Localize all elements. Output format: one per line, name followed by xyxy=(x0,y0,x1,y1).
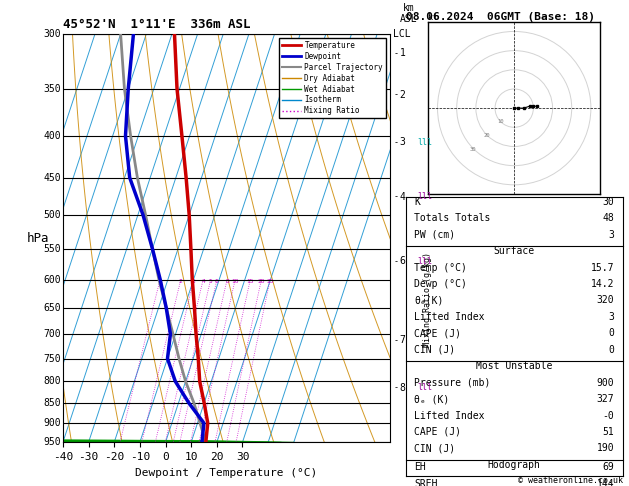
Text: 08.06.2024  06GMT (Base: 18): 08.06.2024 06GMT (Base: 18) xyxy=(406,12,594,22)
Text: Surface: Surface xyxy=(494,246,535,256)
Text: 45°52'N  1°11'E  336m ASL: 45°52'N 1°11'E 336m ASL xyxy=(63,18,250,32)
Text: 144: 144 xyxy=(596,479,614,486)
Text: 0: 0 xyxy=(608,329,614,338)
Text: 10: 10 xyxy=(231,279,239,284)
Text: 700: 700 xyxy=(43,329,61,339)
Text: 800: 800 xyxy=(43,376,61,386)
Text: Hodograph: Hodograph xyxy=(487,460,541,470)
Text: -: - xyxy=(393,49,398,58)
Text: Most Unstable: Most Unstable xyxy=(476,361,552,371)
Text: θₑ(K): θₑ(K) xyxy=(415,295,444,306)
Text: 15.7: 15.7 xyxy=(591,262,614,273)
Text: 3: 3 xyxy=(608,230,614,240)
Text: 6: 6 xyxy=(215,279,219,284)
Text: 327: 327 xyxy=(596,394,614,404)
Text: -: - xyxy=(393,90,398,99)
Text: 25: 25 xyxy=(267,279,274,284)
Legend: Temperature, Dewpoint, Parcel Trajectory, Dry Adiabat, Wet Adiabat, Isotherm, Mi: Temperature, Dewpoint, Parcel Trajectory… xyxy=(279,38,386,119)
Text: kt: kt xyxy=(428,13,438,22)
Text: 450: 450 xyxy=(43,173,61,183)
Text: -: - xyxy=(393,257,398,266)
Text: 300: 300 xyxy=(43,29,61,39)
Text: Mixing Ratio (g/kg): Mixing Ratio (g/kg) xyxy=(423,252,432,347)
Text: 750: 750 xyxy=(43,353,61,364)
Text: hPa: hPa xyxy=(27,232,50,244)
Text: Dewp (°C): Dewp (°C) xyxy=(415,279,467,289)
Text: 900: 900 xyxy=(43,418,61,428)
Text: km
ASL: km ASL xyxy=(400,3,418,24)
Text: 4: 4 xyxy=(399,192,405,202)
Text: © weatheronline.co.uk: © weatheronline.co.uk xyxy=(518,476,623,485)
Text: K: K xyxy=(415,197,420,207)
Text: 650: 650 xyxy=(43,303,61,313)
Text: 0: 0 xyxy=(608,345,614,355)
Text: Totals Totals: Totals Totals xyxy=(415,213,491,223)
Text: Pressure (mb): Pressure (mb) xyxy=(415,378,491,388)
Text: 30: 30 xyxy=(603,197,614,207)
Text: SREH: SREH xyxy=(415,479,438,486)
Text: 15: 15 xyxy=(247,279,254,284)
Text: CIN (J): CIN (J) xyxy=(415,345,455,355)
Text: 3: 3 xyxy=(192,279,196,284)
Text: -0: -0 xyxy=(603,411,614,420)
Text: Lifted Index: Lifted Index xyxy=(415,312,485,322)
Text: 900: 900 xyxy=(596,378,614,388)
Text: 4: 4 xyxy=(201,279,205,284)
Text: 350: 350 xyxy=(43,84,61,94)
Text: lll: lll xyxy=(417,257,432,266)
Text: 600: 600 xyxy=(43,275,61,284)
Text: Temp (°C): Temp (°C) xyxy=(415,262,467,273)
Text: -: - xyxy=(393,192,398,201)
Text: 3: 3 xyxy=(399,137,405,147)
Text: lll: lll xyxy=(417,192,432,201)
Text: -: - xyxy=(393,383,398,392)
X-axis label: Dewpoint / Temperature (°C): Dewpoint / Temperature (°C) xyxy=(135,468,318,478)
Text: 69: 69 xyxy=(603,462,614,472)
Text: EH: EH xyxy=(415,462,426,472)
Text: 2: 2 xyxy=(399,90,405,100)
Text: 7: 7 xyxy=(399,335,405,346)
Text: 400: 400 xyxy=(43,131,61,141)
Text: 1: 1 xyxy=(158,279,162,284)
Text: 30: 30 xyxy=(470,147,476,152)
Text: 500: 500 xyxy=(43,210,61,220)
Text: 950: 950 xyxy=(43,437,61,447)
Text: LCL: LCL xyxy=(393,29,411,39)
Text: 550: 550 xyxy=(43,243,61,254)
Text: CAPE (J): CAPE (J) xyxy=(415,427,462,437)
Text: 6: 6 xyxy=(399,256,405,266)
Text: 8: 8 xyxy=(399,382,405,393)
Text: PW (cm): PW (cm) xyxy=(415,230,455,240)
Text: 8: 8 xyxy=(225,279,229,284)
Text: θₑ (K): θₑ (K) xyxy=(415,394,450,404)
Text: CIN (J): CIN (J) xyxy=(415,443,455,453)
Text: lll: lll xyxy=(417,383,432,392)
Text: Lifted Index: Lifted Index xyxy=(415,411,485,420)
Text: 3: 3 xyxy=(608,312,614,322)
Text: 2: 2 xyxy=(179,279,182,284)
Text: 48: 48 xyxy=(603,213,614,223)
Text: 20: 20 xyxy=(483,133,490,138)
Text: -: - xyxy=(393,138,398,147)
Text: 51: 51 xyxy=(603,427,614,437)
Text: 14.2: 14.2 xyxy=(591,279,614,289)
Text: 190: 190 xyxy=(596,443,614,453)
Text: 320: 320 xyxy=(596,295,614,306)
Text: 1: 1 xyxy=(399,48,405,58)
Text: 850: 850 xyxy=(43,398,61,408)
Text: 5: 5 xyxy=(209,279,213,284)
Text: 20: 20 xyxy=(258,279,265,284)
Text: -: - xyxy=(393,336,398,345)
Text: 10: 10 xyxy=(497,120,504,124)
Text: lll: lll xyxy=(417,138,432,147)
Text: CAPE (J): CAPE (J) xyxy=(415,329,462,338)
